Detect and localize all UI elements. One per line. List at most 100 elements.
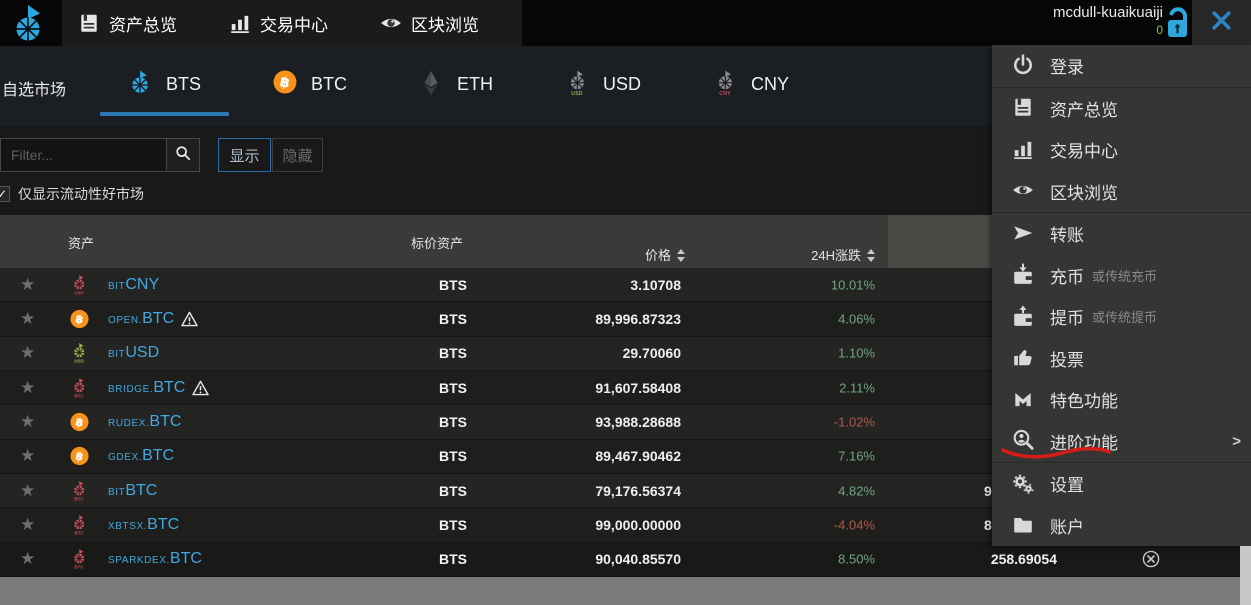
quote-asset-cell: BTS	[439, 413, 467, 430]
top-bar: 资产总览 交易中心 区块浏览 mcdull-kuaikuaiji 0	[0, 0, 1251, 46]
red-underline-annotation	[1000, 445, 1112, 466]
advanced-icon	[1012, 429, 1036, 453]
explorer-icon	[380, 12, 402, 34]
quote-asset-cell: BTS	[439, 310, 467, 327]
quote-tabs: BTS ฿ BTC ETH USD USD CNY CNY	[92, 46, 825, 122]
volume-cell-fragment: 8	[984, 516, 992, 533]
pin-red-asset-icon: BTC	[70, 549, 88, 570]
favorite-star-icon[interactable]: ★	[20, 308, 36, 328]
svg-text:฿: ฿	[74, 450, 85, 464]
volume-cell: 258.69054	[990, 551, 1057, 568]
top-nav-item-explorer[interactable]: 区块浏览	[380, 11, 479, 36]
liquidity-checkbox[interactable]: ✓	[0, 186, 10, 202]
folder-icon	[1012, 513, 1036, 537]
tab-eth[interactable]: ETH	[383, 46, 529, 122]
price-cell: 89,467.90462	[595, 448, 681, 465]
favorite-star-icon[interactable]: ★	[20, 480, 36, 500]
account-summary[interactable]: mcdull-kuaikuaiji 0	[1053, 4, 1163, 38]
asset-name-link[interactable]: BIT BTC	[108, 481, 158, 499]
search-button[interactable]	[166, 138, 200, 172]
quote-asset-cell: BTS	[439, 379, 467, 396]
sort-icon	[677, 249, 685, 265]
vertical-scrollbar-thumb[interactable]	[1240, 546, 1251, 605]
svg-text:฿: ฿	[74, 415, 85, 429]
hide-button[interactable]: 隐藏	[272, 138, 323, 172]
exchange-icon	[1012, 138, 1036, 162]
asset-name-link[interactable]: XBTSX. BTC	[108, 515, 180, 533]
account-dropdown-menu: 登录 资产总览 交易中心 区块浏览	[992, 45, 1251, 546]
change-cell: 2.11%	[839, 380, 875, 396]
menu-item-folder[interactable]: 账户	[992, 505, 1251, 547]
liquidity-label: 仅显示流动性好市场	[18, 186, 144, 202]
unlock-icon[interactable]	[1161, 6, 1193, 40]
price-cell: 93,988.28688	[595, 413, 681, 430]
tab-btc[interactable]: ฿ BTC	[237, 46, 383, 122]
market-row[interactable]: ★ BTC SPARKDEX. BTC BTS 90,040.85570 8.50…	[0, 542, 1251, 577]
menu-item-settings[interactable]: 设置	[992, 462, 1251, 505]
favorite-star-icon[interactable]: ★	[20, 411, 36, 431]
quote-asset-cell: BTS	[439, 448, 467, 465]
header-highlight-block	[888, 215, 992, 268]
price-cell: 91,607.58408	[595, 379, 681, 396]
favorite-star-icon[interactable]: ★	[20, 377, 36, 397]
column-header-price[interactable]: 价格	[485, 245, 685, 265]
price-cell: 79,176.56374	[595, 482, 681, 499]
close-button[interactable]	[1192, 0, 1251, 46]
favorite-star-icon[interactable]: ★	[20, 446, 36, 466]
quote-asset-cell: BTS	[439, 551, 467, 568]
asset-name-link[interactable]: OPEN. BTC	[108, 310, 198, 328]
favorite-star-icon[interactable]: ★	[20, 274, 36, 294]
column-header-quote: 标价资产	[411, 236, 464, 251]
change-cell: 7.16%	[838, 448, 875, 464]
change-cell: 4.82%	[838, 483, 875, 499]
asset-name-link[interactable]: BRIDGE. BTC	[108, 379, 210, 397]
explorer-icon	[1012, 179, 1036, 203]
btc-asset-icon: ฿	[69, 412, 89, 432]
menu-item-send[interactable]: 转账	[992, 212, 1251, 255]
filter-input[interactable]	[0, 138, 167, 172]
favorite-star-icon[interactable]: ★	[20, 514, 36, 534]
menu-item-vote[interactable]: 投票	[992, 338, 1251, 380]
asset-name-link[interactable]: BIT CNY	[108, 275, 160, 293]
menu-item-exchange[interactable]: 交易中心	[992, 129, 1251, 171]
favorite-star-icon[interactable]: ★	[20, 343, 36, 363]
price-cell: 3.10708	[630, 276, 681, 293]
tab-usd[interactable]: USD USD	[529, 46, 677, 122]
column-header-change[interactable]: 24H涨跌	[690, 245, 875, 265]
change-cell: -4.04%	[833, 517, 875, 533]
starred-markets-tab[interactable]: 自选市场	[2, 82, 67, 99]
asset-name-link[interactable]: SPARKDEX. BTC	[108, 550, 202, 568]
asset-name-link[interactable]: RUDEX. BTC	[108, 412, 182, 430]
asset-name-link[interactable]: GDEX. BTC	[108, 447, 175, 465]
menu-item-advanced[interactable]: 进阶功能 >	[992, 421, 1251, 463]
menu-item-explorer[interactable]: 区块浏览	[992, 171, 1251, 213]
menu-item-featured[interactable]: 特色功能	[992, 379, 1251, 421]
top-nav-item-exchange[interactable]: 交易中心	[229, 11, 328, 36]
pin-red-asset-icon: BTC	[70, 514, 88, 535]
show-button[interactable]: 显示	[218, 138, 271, 172]
bitshares-logo-icon[interactable]	[9, 4, 47, 42]
featured-icon	[1012, 388, 1036, 412]
bts-coin-icon	[128, 70, 152, 98]
change-cell: 4.06%	[838, 311, 875, 327]
asset-name-link[interactable]: BIT USD	[108, 344, 160, 362]
search-icon	[175, 145, 191, 166]
horizontal-scrollbar[interactable]	[0, 577, 1251, 605]
withdraw-icon	[1012, 305, 1036, 329]
top-nav: 资产总览 交易中心 区块浏览	[62, 0, 522, 46]
menu-item-withdraw[interactable]: 提币 或传统提币	[992, 296, 1251, 338]
tab-bts[interactable]: BTS	[92, 46, 237, 122]
favorite-star-icon[interactable]: ★	[20, 549, 36, 569]
remove-market-icon[interactable]	[1142, 550, 1160, 568]
change-cell: -1.02%	[833, 414, 875, 430]
price-cell: 29.70060	[622, 345, 681, 362]
eth-coin-icon	[419, 70, 443, 98]
power-icon	[1012, 54, 1036, 78]
top-nav-item-dashboard[interactable]: 资产总览	[78, 11, 177, 36]
menu-item-power[interactable]: 登录	[992, 45, 1251, 87]
menu-item-dashboard[interactable]: 资产总览	[992, 86, 1251, 130]
tab-cny[interactable]: CNY CNY	[677, 46, 825, 122]
username: mcdull-kuaikuaiji	[1052, 4, 1163, 21]
menu-item-deposit[interactable]: 充币 或传统充币	[992, 255, 1251, 297]
deposit-icon	[1012, 263, 1036, 287]
